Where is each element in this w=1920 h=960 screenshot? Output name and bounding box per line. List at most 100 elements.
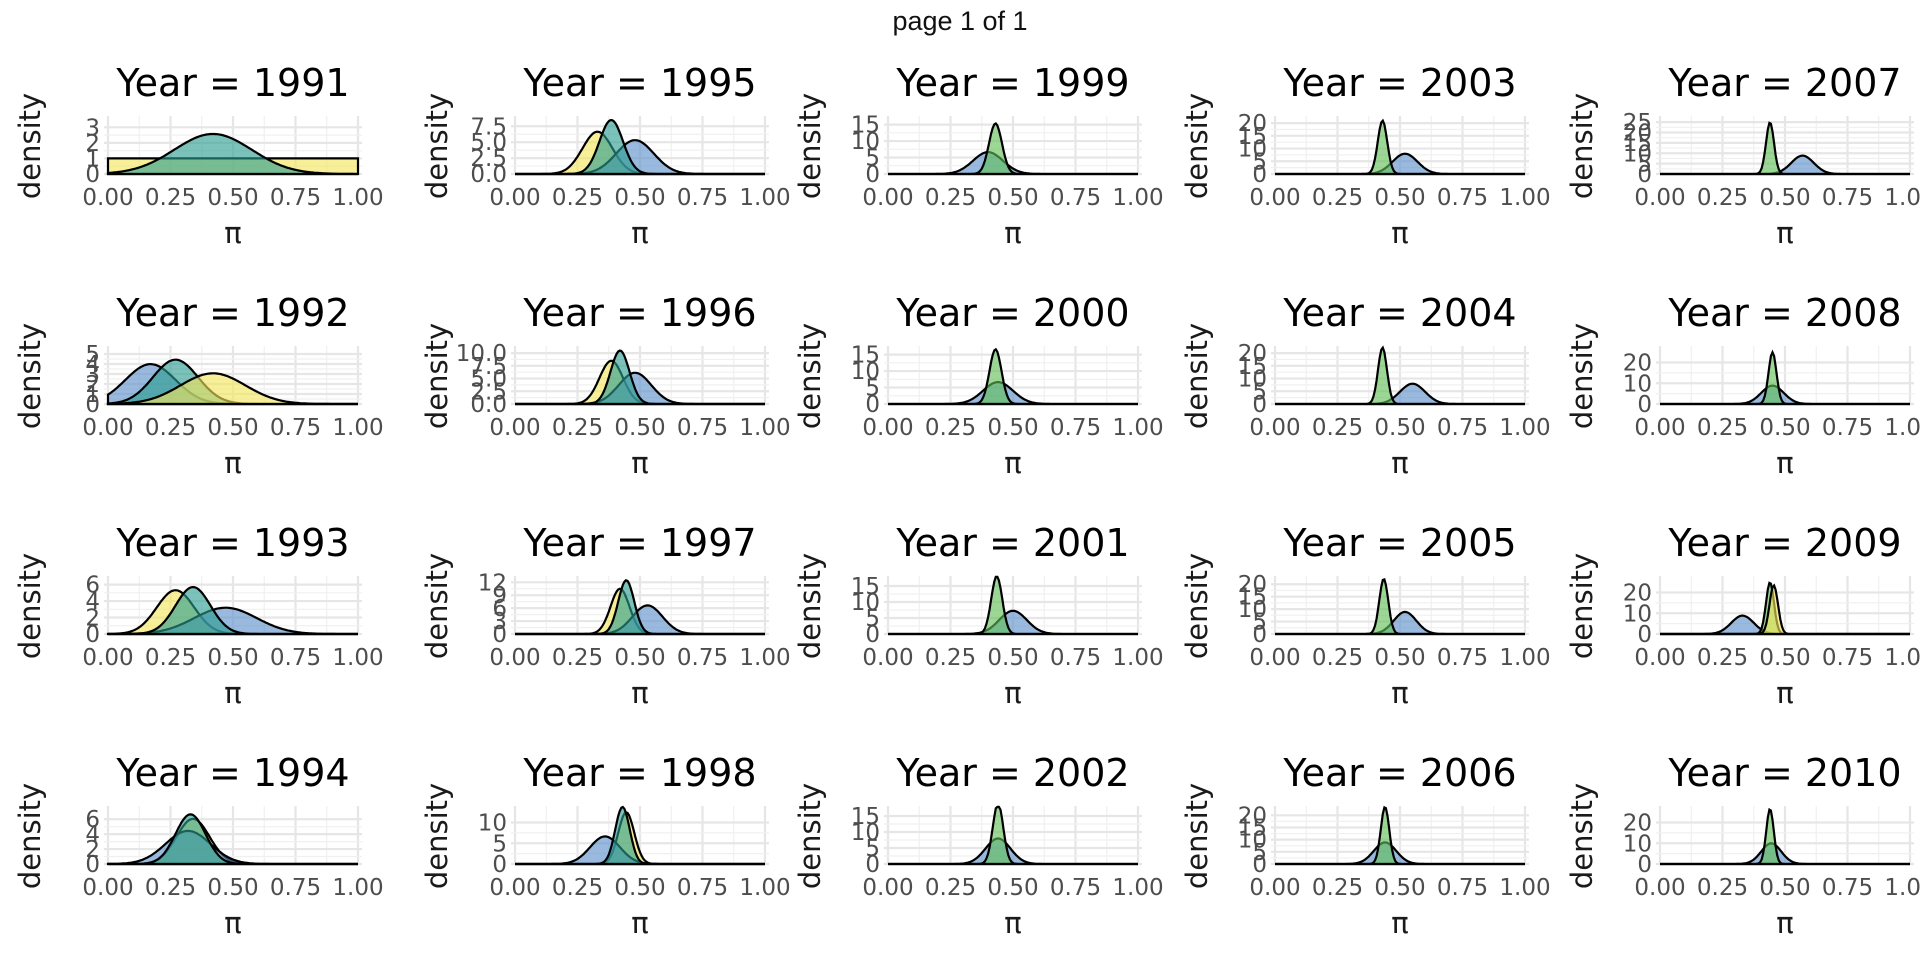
y-tick-label: 0 [1252,622,1267,648]
x-tick-label: 0.25 [552,875,603,901]
y-tick-label: 5 [1252,149,1267,175]
x-tick-label: 0.75 [1822,415,1873,441]
panel-title: Year = 1997 [522,521,756,565]
x-tick-label: 1.00 [1112,185,1163,211]
x-tick-label: 0.00 [1249,645,1300,671]
y-tick-label: 5 [865,836,880,862]
x-tick-label: 0.50 [987,875,1038,901]
x-tick-label: 0.00 [1634,875,1685,901]
x-tick-label: 0.25 [925,185,976,211]
panel-title: Year = 2008 [1667,291,1901,335]
y-tick-label: 15 [851,343,880,369]
y-tick-label: 2.5 [470,146,507,172]
y-tick-label: 0 [85,852,100,878]
x-tick-label: 0.25 [925,645,976,671]
x-tick-label: 0.25 [145,185,196,211]
x-tick-label: 0.00 [489,415,540,441]
y-tick-label: 6 [492,596,507,622]
y-tick-label: 20 [1623,581,1652,607]
x-axis-title: π [1776,676,1793,710]
y-tick-label: 7.5 [470,354,507,380]
y-tick-label: 25 [1623,110,1652,136]
x-tick-label: 0.75 [1050,875,1101,901]
x-axis-title: π [631,216,648,250]
panel-title: Year = 2000 [895,291,1129,335]
x-axis-title: π [1776,446,1793,480]
y-axis-title: density [793,93,827,199]
y-axis-title: density [1180,93,1214,199]
y-tick-label: 20 [1623,811,1652,837]
x-tick-label: 0.50 [987,185,1038,211]
x-tick-label: 1.00 [739,185,790,211]
x-tick-label: 0.50 [1759,185,1810,211]
x-tick-label: 0.75 [1437,875,1488,901]
y-tick-label: 1 [85,382,100,408]
x-tick-label: 1.00 [1499,875,1550,901]
y-tick-label: 5 [1252,840,1267,866]
y-tick-label: 0 [1637,852,1652,878]
y-tick-label: 10 [1238,828,1267,854]
y-axis-title: density [420,783,454,889]
density-area-prior [106,372,358,406]
y-tick-label: 7.5 [470,114,507,140]
density-area-extra [1660,349,1910,406]
facet-panel: 0.00 0.25 0.50 0.75 1.00 0.02.55.07.510.0 π den… [420,291,791,480]
y-tick-label: 4 [85,589,100,615]
panel-title: Year = 1993 [115,521,349,565]
x-tick-label: 0.00 [1249,185,1300,211]
y-tick-label: 2 [85,131,100,157]
density-area-extra [888,347,1138,406]
y-tick-label: 5 [1637,152,1652,178]
x-tick-label: 0.75 [1437,185,1488,211]
x-tick-label: 0.75 [677,185,728,211]
y-axis-title: density [1565,93,1599,199]
y-axis-title: density [793,783,827,889]
x-tick-label: 0.50 [1759,415,1810,441]
y-tick-label: 10 [851,359,880,385]
x-axis-title: π [1004,446,1021,480]
x-tick-label: 0.00 [1249,415,1300,441]
x-tick-label: 1.00 [1884,185,1920,211]
y-tick-label: 15 [1238,815,1267,841]
y-tick-label: 3 [85,362,100,388]
density-area-posterior [108,813,358,866]
x-tick-label: 0.75 [677,645,728,671]
y-tick-label: 0 [865,162,880,188]
y-axis-title: density [420,93,454,199]
panel-title: Year = 2003 [1282,61,1516,105]
y-tick-label: 10 [1238,367,1267,393]
x-tick-label: 1.00 [739,645,790,671]
y-tick-label: 0 [492,852,507,878]
x-tick-label: 1.00 [1499,185,1550,211]
x-axis-title: π [224,906,241,940]
x-axis-title: π [1391,216,1408,250]
y-tick-label: 10 [1623,831,1652,857]
density-area-extra [1275,577,1525,636]
x-tick-label: 0.00 [82,875,133,901]
panel-title: Year = 2006 [1282,751,1516,795]
x-tick-label: 1.00 [1112,645,1163,671]
density-area-posterior [108,586,358,636]
x-tick-label: 1.00 [1112,875,1163,901]
y-tick-label: 20 [1238,341,1267,367]
y-tick-label: 4 [85,352,100,378]
x-tick-label: 0.50 [1374,415,1425,441]
panel-title: Year = 2009 [1667,521,1901,565]
y-tick-label: 0 [865,852,880,878]
x-tick-label: 0.75 [1050,645,1101,671]
density-area-extra [888,805,1138,866]
x-tick-label: 0.50 [1759,645,1810,671]
x-tick-label: 0.75 [1822,645,1873,671]
x-tick-label: 0.50 [1374,645,1425,671]
x-tick-label: 0.25 [1312,875,1363,901]
density-area-extra [1275,118,1525,176]
x-axis-title: π [1776,216,1793,250]
y-tick-label: 5 [1252,379,1267,405]
x-tick-label: 1.00 [332,875,383,901]
y-tick-label: 10 [851,590,880,616]
